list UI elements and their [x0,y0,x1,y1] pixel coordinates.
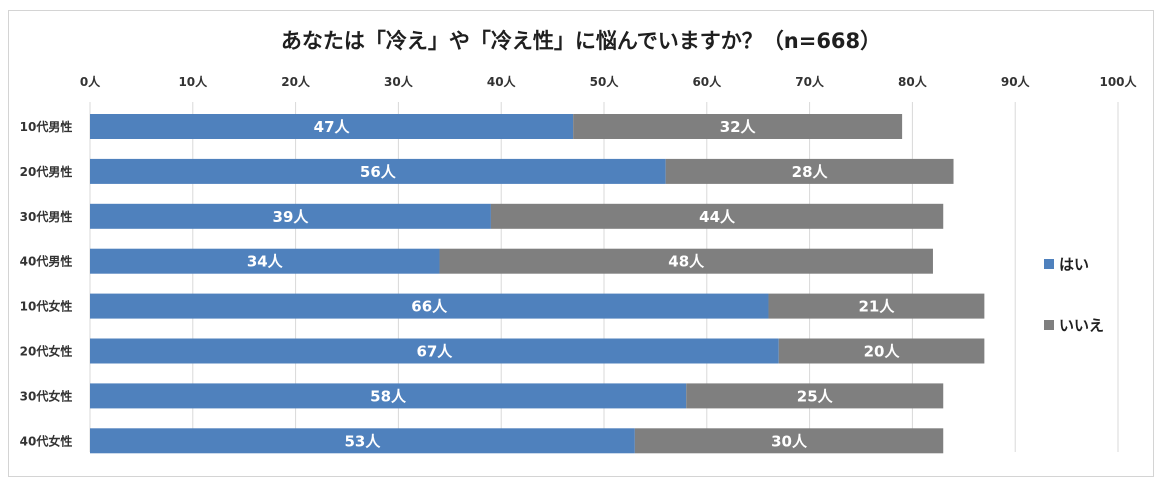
x-tick-label: 40人 [487,74,517,89]
x-tick-label: 70人 [795,74,825,89]
data-label: 39人 [273,208,310,226]
legend-label: はい [1059,256,1089,274]
legend-swatch [1044,320,1054,330]
bar-segment-yes [90,158,666,184]
bar-segment-no [665,158,954,184]
bar-segment-no [634,428,944,454]
data-label: 25人 [797,387,834,405]
category-label: 30代女性 [20,388,73,403]
category-label: 20代男性 [20,164,73,179]
chart-title: あなたは「冷え」や「冷え性」に悩んでいますか？（n=668） [281,29,881,53]
category-label: 40代男性 [20,254,73,269]
data-label: 67人 [416,343,453,361]
bar-segment-yes [90,383,687,409]
data-label: 30人 [771,432,808,450]
data-label: 28人 [792,163,829,181]
bar-segment-yes [90,114,574,139]
bar-segment-no [686,383,944,409]
data-label: 66人 [411,298,448,316]
category-label: 30代男性 [20,209,73,224]
bar-segment-yes [90,203,491,229]
x-tick-label: 50人 [590,74,620,89]
x-tick-label: 80人 [898,74,928,89]
bar-segment-yes [90,293,769,319]
data-label: 53人 [344,432,381,450]
category-label: 40代女性 [20,433,73,448]
category-label: 10代男性 [20,119,73,134]
data-label: 32人 [720,118,757,136]
x-tick-label: 100人 [1099,74,1137,89]
bar-segment-yes [90,428,635,454]
data-label: 21人 [858,298,895,316]
x-tick-label: 20人 [281,74,311,89]
bar-segment-no [439,248,933,274]
category-label: 10代女性 [20,299,73,314]
bar-segment-no [573,114,903,139]
category-label: 20代女性 [20,344,73,359]
bar-segment-no [490,203,944,229]
data-label: 34人 [247,253,284,271]
x-axis-ticks: 0人 10人 20人 30人 40人 50人 60人 70人 80人 90人 100人 [80,74,1138,89]
x-tick-label: 60人 [692,74,722,89]
x-tick-label: 10人 [178,74,208,89]
data-label: 47人 [314,118,351,136]
x-tick-label: 90人 [1001,74,1031,89]
data-label: 20人 [864,343,901,361]
data-label: 58人 [370,387,407,405]
legend-label: いいえ [1059,317,1104,335]
data-label: 56人 [360,163,397,181]
bar-segment-no [768,293,985,319]
bars: 47人 32人 56人 28人 39人 44人 34人 48人 66人 21人 67人 20人 58人 2… [90,114,985,454]
bar-segment-yes [90,248,440,274]
data-label: 44人 [699,208,736,226]
bar-segment-yes [90,338,779,364]
x-tick-label: 0人 [80,74,101,89]
legend-swatch [1044,259,1054,269]
bar-segment-no [778,338,985,364]
y-axis-categories: 10代男性 20代男性 30代男性 40代男性 10代女性 20代女性 30代女性 40代女性 [20,119,73,448]
data-label: 48人 [668,253,705,271]
x-tick-label: 30人 [384,74,414,89]
